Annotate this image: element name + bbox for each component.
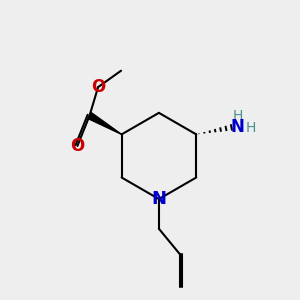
Text: O: O: [91, 78, 105, 96]
Text: N: N: [231, 118, 244, 136]
Text: N: N: [152, 190, 166, 208]
Text: H: H: [232, 109, 243, 122]
Text: O: O: [70, 137, 85, 155]
Text: H: H: [246, 121, 256, 135]
Polygon shape: [88, 112, 122, 134]
